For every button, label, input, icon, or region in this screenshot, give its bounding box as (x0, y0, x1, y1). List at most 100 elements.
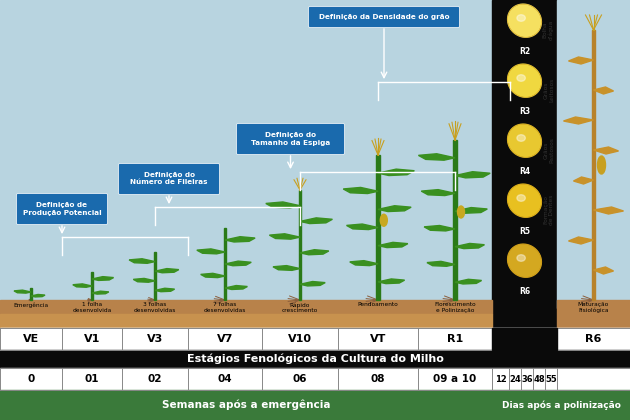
Bar (557, 0, 630, 308)
Bar (492, 0, 557, 328)
Polygon shape (593, 267, 614, 274)
Bar (557, 300, 630, 328)
Polygon shape (418, 154, 455, 160)
Bar (0, 300, 492, 314)
Text: Semanas após a emergência: Semanas após a emergência (162, 400, 330, 410)
Ellipse shape (517, 195, 525, 201)
Polygon shape (378, 206, 411, 212)
Bar (492, 390, 630, 420)
Polygon shape (573, 177, 593, 184)
Bar (592, 30, 595, 300)
Polygon shape (129, 259, 155, 263)
Ellipse shape (517, 255, 525, 261)
Text: Definição da Densidade do grão: Definição da Densidade do grão (319, 14, 449, 20)
Bar (0, 328, 630, 420)
Polygon shape (225, 261, 251, 266)
Bar (557, 0, 630, 308)
Text: 01: 01 (85, 374, 100, 384)
FancyBboxPatch shape (236, 123, 345, 155)
Text: 7 folhas
desenvolvidas: 7 folhas desenvolvidas (204, 302, 246, 313)
Polygon shape (563, 117, 593, 124)
Text: 24: 24 (509, 375, 521, 383)
Bar (0, 368, 630, 390)
Polygon shape (424, 226, 455, 231)
Text: 04: 04 (218, 374, 232, 384)
Bar (453, 140, 457, 300)
Polygon shape (593, 207, 624, 214)
Polygon shape (300, 281, 325, 286)
Text: 0: 0 (27, 374, 35, 384)
Bar (154, 252, 156, 300)
Ellipse shape (517, 15, 525, 21)
Polygon shape (92, 291, 109, 294)
Bar (0, 0, 630, 308)
Ellipse shape (517, 135, 525, 141)
Polygon shape (427, 261, 455, 266)
Text: 36: 36 (521, 375, 533, 383)
Text: Estágios Fenológicos da Cultura do Milho: Estágios Fenológicos da Cultura do Milho (186, 354, 444, 364)
Polygon shape (73, 284, 92, 287)
Polygon shape (270, 234, 300, 239)
Text: Emergência: Emergência (13, 302, 49, 307)
Text: R4: R4 (519, 168, 530, 176)
Polygon shape (225, 286, 248, 289)
Polygon shape (455, 244, 484, 249)
Text: 09 a 10: 09 a 10 (433, 374, 477, 384)
Polygon shape (300, 218, 333, 223)
Text: Grãos
Pastosos: Grãos Pastosos (543, 137, 554, 163)
Polygon shape (508, 4, 541, 37)
Text: Rápido
crescimento: Rápido crescimento (282, 302, 318, 313)
Text: R2: R2 (519, 47, 530, 57)
Text: R5: R5 (519, 228, 530, 236)
Polygon shape (508, 244, 541, 277)
Text: R6: R6 (585, 334, 602, 344)
Polygon shape (508, 64, 541, 97)
Text: 02: 02 (148, 374, 163, 384)
FancyBboxPatch shape (309, 6, 459, 27)
Text: 08: 08 (370, 374, 386, 384)
Polygon shape (593, 87, 614, 94)
Text: VE: VE (23, 334, 39, 344)
Polygon shape (568, 237, 593, 244)
Polygon shape (155, 288, 175, 292)
Polygon shape (568, 57, 593, 64)
Text: Definição de
Produção Potencial: Definição de Produção Potencial (23, 202, 101, 215)
Text: V3: V3 (147, 334, 163, 344)
Polygon shape (378, 242, 408, 248)
Text: Maturação
Fisiológica: Maturação Fisiológica (578, 302, 609, 313)
Polygon shape (455, 172, 490, 178)
Text: 55: 55 (545, 375, 557, 383)
Text: Pendoamento: Pendoamento (358, 302, 398, 307)
Text: 1 folha
desenvolvida: 1 folha desenvolvida (72, 302, 112, 313)
Text: R1: R1 (447, 334, 463, 344)
FancyBboxPatch shape (118, 163, 219, 194)
Text: 12: 12 (495, 375, 507, 383)
Text: VT: VT (370, 334, 386, 344)
Text: V7: V7 (217, 334, 233, 344)
Polygon shape (300, 249, 329, 255)
Polygon shape (14, 290, 31, 293)
Text: Formação
de Dentes: Formação de Dentes (543, 195, 554, 225)
Ellipse shape (457, 206, 464, 218)
Bar (0, 314, 492, 328)
Polygon shape (92, 277, 113, 281)
FancyBboxPatch shape (16, 194, 108, 225)
Polygon shape (273, 265, 300, 270)
Polygon shape (508, 184, 541, 217)
Bar (0, 390, 492, 420)
Polygon shape (266, 202, 300, 208)
Bar (299, 190, 301, 300)
Text: R3: R3 (519, 108, 530, 116)
Text: 3 folhas
desenvolvidas: 3 folhas desenvolvidas (134, 302, 176, 313)
Text: 48: 48 (533, 375, 545, 383)
Polygon shape (201, 273, 225, 278)
Polygon shape (508, 124, 541, 157)
Text: R6: R6 (519, 288, 530, 297)
Polygon shape (346, 224, 378, 230)
Text: Dias após a polinização: Dias após a polinização (501, 400, 621, 410)
Polygon shape (155, 268, 179, 273)
Ellipse shape (381, 214, 387, 226)
Polygon shape (455, 207, 487, 213)
Polygon shape (197, 249, 225, 254)
Polygon shape (350, 261, 378, 265)
